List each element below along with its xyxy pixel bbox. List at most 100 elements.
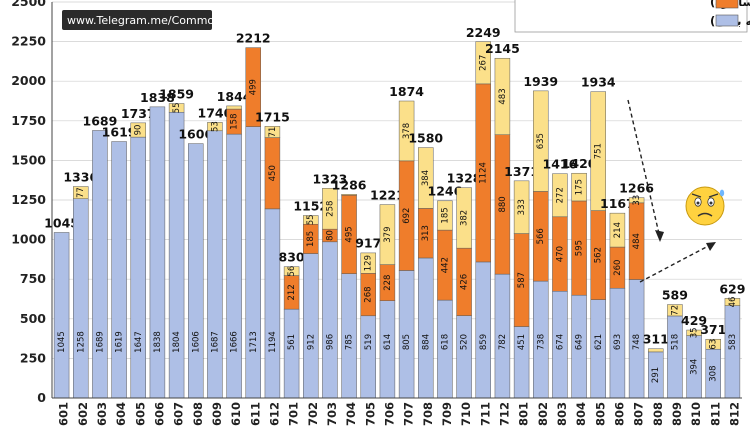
bar-pellet-707 [398,100,415,162]
legend-box [514,0,748,33]
segment-label-pellet-609: 53 [210,121,220,132]
total-label-603: 1689 [83,113,118,128]
segment-label-pellet-805: 751 [594,143,604,159]
annotation-layer [627,99,725,283]
total-label-811: 371 [700,322,726,337]
segment-label-lumps-809: 518 [670,334,680,350]
total-label-804: 1420 [562,156,597,171]
legend: سنگ آهن (کنسانتره) سنگ آهن (دانه بندی) [514,0,750,33]
segment-label-concentrate-712: 880 [498,196,508,212]
bar-lumps-603 [92,130,108,399]
bar-pellet-612 [264,126,281,138]
bar-pellet-804 [571,172,587,202]
bar-pellet-709 [437,200,453,231]
segment-label-lumps-711: 859 [479,334,489,350]
segment-label-pellet-811: 63 [709,339,719,350]
total-label-806: 1167 [600,196,635,211]
segment-label-lumps-707: 805 [402,334,412,350]
x-tick-label-607: 607 [172,402,186,426]
segment-label-pellet-801: 333 [517,199,527,215]
segment-label-lumps-607: 1804 [172,331,182,353]
y-tick-label-250: 250 [20,350,46,365]
bar-lumps-605 [130,136,146,399]
segment-label-lumps-605: 1647 [134,331,144,353]
segment-label-lumps-702: 912 [306,334,316,350]
segment-label-lumps-805: 621 [594,334,604,350]
x-tick-label-707: 707 [402,402,416,426]
segment-label-lumps-601: 1045 [57,331,67,353]
segment-label-lumps-810: 394 [690,359,700,375]
segment-label-concentrate-804: 595 [575,240,585,256]
segment-label-pellet-612: 71 [268,127,278,138]
segment-label-concentrate-802: 566 [536,228,546,244]
total-label-604: 1619 [102,125,137,140]
bar-pellet-802 [533,90,549,192]
y-tick-label-2500: 2500 [11,0,46,9]
x-tick-label-804: 804 [574,402,588,426]
segment-label-lumps-704: 785 [345,334,355,350]
total-label-712: 2145 [485,41,520,56]
segment-label-lumps-612: 1194 [268,331,278,353]
bar-lumps-601 [53,232,70,399]
x-tick-label-705: 705 [363,402,377,426]
segment-label-lumps-806: 693 [613,334,623,350]
bar-lumps-604 [111,141,127,399]
segment-label-concentrate-704: 495 [345,226,355,242]
bar-pellet-710 [456,187,472,249]
segment-label-concentrate-807: 484 [632,233,642,249]
bar-lumps-703 [322,241,338,399]
bar-pellet-808 [648,348,664,353]
total-label-805: 1934 [581,75,616,90]
y-tick-label-2000: 2000 [11,73,46,88]
total-label-709: 1246 [428,184,463,199]
segment-label-pellet-703: 258 [325,201,335,217]
segment-label-concentrate-801: 587 [517,272,527,288]
axes-layer: 0 250 500 750 1000 1250 1500 1750 2000 2250 2500 60… [11,0,742,426]
bar-lumps-809 [667,315,683,399]
bar-pellet-701 [283,266,300,276]
segment-label-pellet-605: 90 [134,125,144,136]
segment-label-lumps-609: 1687 [210,331,220,353]
total-label-708: 1580 [408,131,443,146]
total-label-802: 1939 [523,74,558,89]
x-tick-label-604: 604 [114,402,128,426]
segment-label-pellet-809: 72 [670,305,680,316]
grid-layer [52,1,742,399]
segment-label-lumps-803: 674 [555,334,565,350]
legend-swatch-concentrate [715,0,739,9]
segment-label-concentrate-705: 268 [364,286,374,302]
bar-pellet-602 [73,186,89,199]
total-label-610: 1844 [217,89,252,104]
segment-label-lumps-606: 1838 [153,331,163,353]
bar-pellet-605 [130,122,146,138]
x-tick-label-601: 601 [57,402,71,426]
segment-label-lumps-812: 583 [728,334,738,350]
total-label-704: 1286 [332,177,367,192]
bar-pellet-807 [628,197,645,204]
bar-lumps-705 [360,315,376,399]
segment-label-concentrate-612: 450 [268,165,278,181]
bar-pellet-803 [552,173,568,218]
trend-arrow-down [627,99,661,239]
x-tick-label-812: 812 [727,402,741,426]
segment-label-concentrate-803: 470 [555,246,565,262]
x-tick-label-807: 807 [632,402,646,426]
total-label-607: 1859 [159,87,194,102]
segment-label-lumps-801: 451 [517,334,527,350]
x-tick-label-808: 808 [651,402,665,426]
segment-label-concentrate-703: 80 [325,230,335,241]
total-label-701: 830 [279,250,305,265]
watermark: www.Telegram.me/Commodities [62,10,244,30]
segment-label-concentrate-701: 212 [287,284,297,300]
x-tick-label-701: 701 [287,402,301,426]
total-label-702: 1152 [293,199,328,214]
segment-label-pellet-806: 214 [613,222,623,238]
x-tick-label-810: 810 [689,402,703,426]
bar-lumps-708 [418,257,434,399]
segment-label-pellet-711: 267 [479,55,489,71]
bar-lumps-609 [207,130,223,399]
segment-label-lumps-712: 782 [498,334,508,350]
x-tick-label-706: 706 [382,402,396,426]
trend-arrow-down-head [655,230,664,242]
